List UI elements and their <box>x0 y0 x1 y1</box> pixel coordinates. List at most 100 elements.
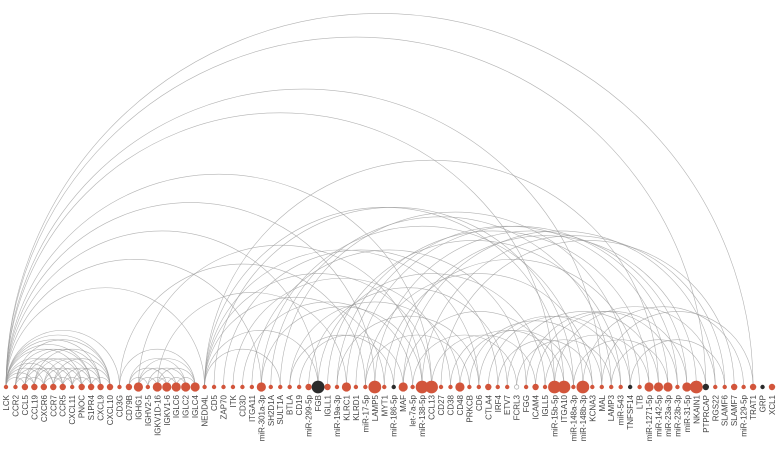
node-label: XCL1 <box>768 394 777 415</box>
edge-arc <box>554 306 716 388</box>
node-grp <box>760 384 765 390</box>
edge-arc <box>5 13 754 388</box>
node-tnfsf14 <box>627 384 633 390</box>
node-label: FGB <box>314 395 323 411</box>
edge-arc <box>24 358 82 388</box>
edge-arc <box>43 367 82 388</box>
edge-arc <box>15 377 35 388</box>
node-igll1 <box>324 383 331 391</box>
node-label: RGS22 <box>711 394 720 421</box>
node-myt1 <box>382 384 387 390</box>
node-label: IGHV2-5 <box>144 394 153 426</box>
node-kcna3 <box>590 384 595 390</box>
node-label: LAMP5 <box>371 394 380 421</box>
edge-arc <box>336 315 480 388</box>
edge-arc <box>24 367 64 388</box>
node-label: miR-19a-3p <box>333 394 342 436</box>
node-cd48 <box>455 382 465 392</box>
node-label: CXCL9 <box>97 394 106 420</box>
node-label: CCR5 <box>59 394 68 416</box>
edge-arc <box>138 367 177 388</box>
edge-arc <box>157 367 196 388</box>
node-label: NKAIN1 <box>692 394 701 423</box>
node-mir-23b-3p <box>675 384 680 390</box>
node-label: KCNA3 <box>588 394 597 421</box>
edge-arc <box>5 36 707 388</box>
node-slamf7 <box>730 383 738 391</box>
edge-arc <box>62 377 82 388</box>
node-label: ZAP70 <box>220 394 229 419</box>
edge-arc <box>544 334 650 388</box>
node-mir-299-5p <box>305 383 312 391</box>
node-label: miR-543 <box>617 394 626 425</box>
edge-arc <box>90 377 111 388</box>
edge-arc <box>15 348 92 388</box>
node-mir-148a-3p <box>571 384 576 390</box>
edge-arc <box>497 339 593 388</box>
edge-arc <box>289 334 395 388</box>
node-label: CD79B <box>125 395 134 421</box>
node-label: ICAM4 <box>532 394 541 419</box>
node-label: LAMP3 <box>607 394 616 421</box>
node-label: KLRD1 <box>352 394 361 420</box>
edge-arc <box>5 367 45 388</box>
node-mir-301a-3p <box>256 382 266 392</box>
node-fgg <box>523 384 529 390</box>
node-mir-17-5p <box>363 384 368 390</box>
edge-arc <box>402 230 716 388</box>
node-trat1 <box>749 383 757 391</box>
node-cd19 <box>296 384 302 390</box>
node-label: TNFSF14 <box>626 394 635 429</box>
node-label: FCRL3 <box>513 394 522 420</box>
edge-arc <box>157 292 347 388</box>
node-label: CTLA4 <box>484 394 493 419</box>
edge-arc <box>52 358 111 388</box>
node-label: miR-142-5p <box>655 394 664 436</box>
arc-layer <box>5 13 754 388</box>
node-label: MYT1 <box>380 394 389 416</box>
edge-arc <box>317 273 546 388</box>
node-label: miR-31-5p <box>683 394 692 432</box>
node-label: IGLL5 <box>541 394 550 416</box>
edge-arc <box>138 244 423 388</box>
edge-arc <box>128 377 149 388</box>
edge-arc <box>355 225 678 388</box>
node-label: PNOC <box>78 395 87 418</box>
node-label: CD3D <box>238 395 247 417</box>
node-nkain1 <box>689 380 703 394</box>
node-mir-19a-3p <box>334 384 340 390</box>
node-label: ITGA10 <box>560 394 569 422</box>
edge-arc <box>242 301 413 388</box>
edge-arc <box>213 207 574 388</box>
edge-arc <box>5 174 432 388</box>
node-label: miR-299-5p <box>305 394 314 436</box>
node-lamp5 <box>368 380 382 394</box>
node-label: MAL <box>598 394 607 411</box>
edge-arc <box>15 358 73 388</box>
edge-arc <box>71 377 92 388</box>
node-label: ITK <box>229 394 238 407</box>
node-igll5 <box>542 384 548 390</box>
node-itga11 <box>249 384 255 390</box>
node-label: CXCR6 <box>40 394 49 422</box>
node-label: CD48 <box>456 394 465 415</box>
node-label: CD5 <box>210 394 219 411</box>
node-ptprcap <box>702 383 710 391</box>
node-label: IGLC4 <box>191 394 200 418</box>
node-label: miR-186-5p <box>390 394 399 436</box>
edge-arc <box>270 216 612 388</box>
node-zap70 <box>221 384 226 390</box>
edge-arc <box>5 358 64 388</box>
node-label: IGLC6 <box>172 394 181 418</box>
node-ighv2-5 <box>145 384 151 390</box>
node-label: ETV7 <box>503 394 512 415</box>
node-ccr2 <box>13 384 18 390</box>
node-itga10 <box>557 380 571 394</box>
node-label: CD27 <box>437 394 446 415</box>
edge-arc <box>204 249 480 388</box>
node-mal <box>599 384 604 390</box>
node-label: TRAT1 <box>749 394 758 419</box>
node-label: CCL19 <box>30 394 39 419</box>
node-etv7 <box>505 384 510 390</box>
